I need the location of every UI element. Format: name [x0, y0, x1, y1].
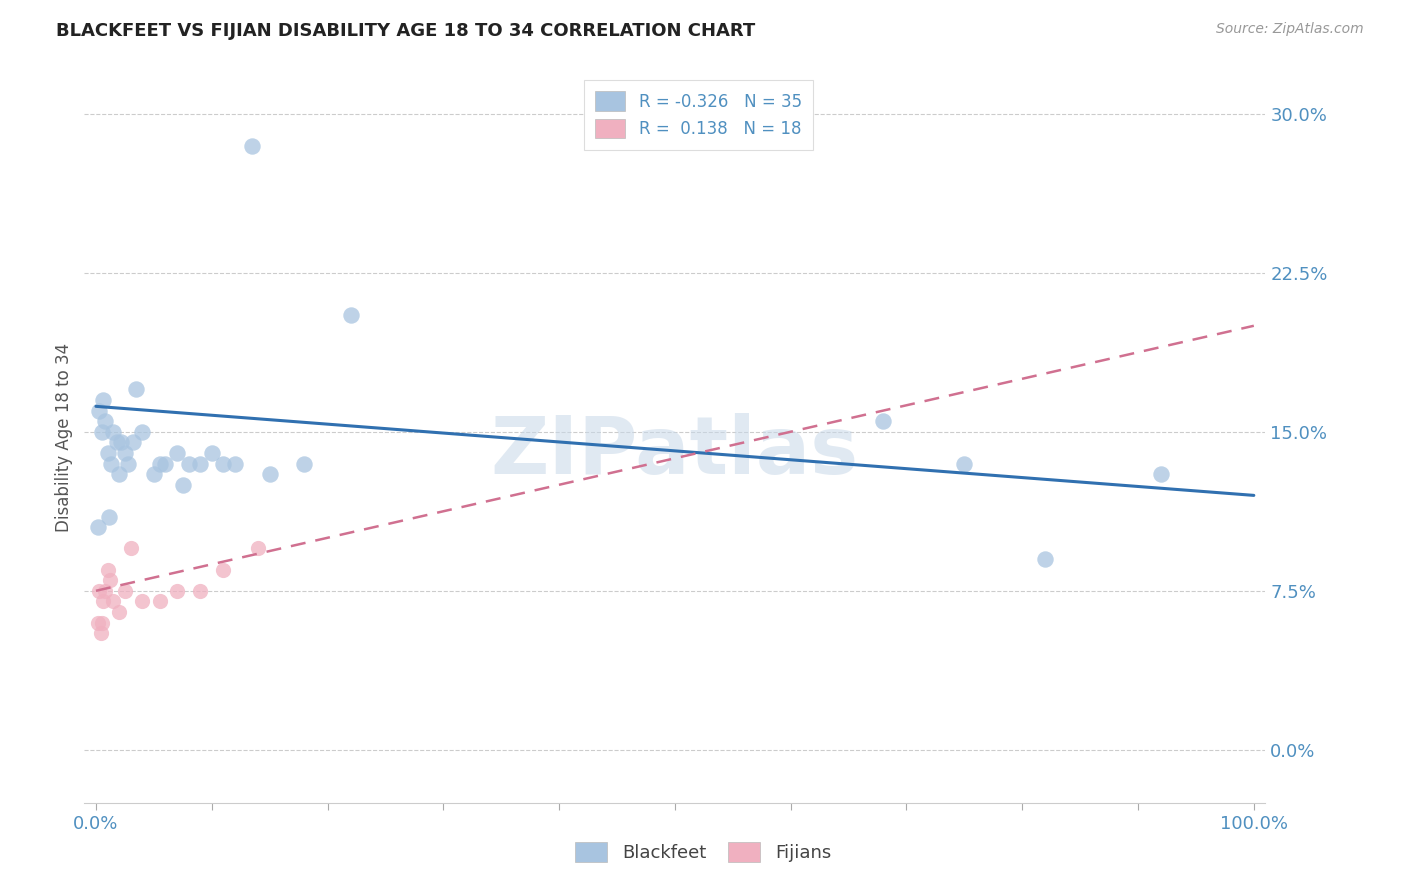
Point [96, 563, 118, 577]
Point [94, 414, 117, 428]
Point [91, 594, 114, 608]
Point [259, 467, 281, 482]
Point [103, 425, 125, 439]
Point [87, 520, 110, 534]
Point [212, 563, 235, 577]
Point [97, 509, 120, 524]
Point [142, 467, 165, 482]
Text: Source: ZipAtlas.com: Source: ZipAtlas.com [1216, 22, 1364, 37]
Point [172, 477, 194, 491]
Y-axis label: Disability Age 18 to 34: Disability Age 18 to 34 [55, 343, 73, 532]
Point [1035, 552, 1057, 566]
Point [953, 457, 976, 471]
Point [155, 457, 177, 471]
Text: BLACKFEET VS FIJIAN DISABILITY AGE 18 TO 34 CORRELATION CHART: BLACKFEET VS FIJIAN DISABILITY AGE 18 TO… [56, 22, 755, 40]
Point [166, 446, 188, 460]
Point [90, 425, 112, 439]
Point [90, 615, 112, 630]
Point [240, 138, 263, 153]
Point [212, 457, 235, 471]
Point [103, 594, 125, 608]
Point [100, 457, 122, 471]
Point [122, 435, 145, 450]
Point [91, 392, 114, 407]
Point [108, 605, 131, 619]
Point [292, 457, 315, 471]
Point [339, 308, 361, 322]
Point [247, 541, 270, 556]
Point [131, 425, 153, 439]
Point [114, 583, 136, 598]
Point [224, 457, 246, 471]
Point [177, 457, 200, 471]
Point [110, 435, 132, 450]
Point [89, 403, 111, 417]
Point [117, 457, 139, 471]
Legend: Blackfeet, Fijians: Blackfeet, Fijians [568, 834, 838, 870]
Point [108, 467, 131, 482]
Point [872, 414, 894, 428]
Point [131, 594, 153, 608]
Legend: R = -0.326   N = 35, R =  0.138   N = 18: R = -0.326 N = 35, R = 0.138 N = 18 [583, 79, 814, 150]
Text: ZIPatlas: ZIPatlas [491, 413, 859, 491]
Point [89, 583, 111, 598]
Point [90, 626, 112, 640]
Point [120, 541, 142, 556]
Point [105, 435, 128, 450]
Point [188, 457, 211, 471]
Point [1150, 467, 1173, 482]
Point [114, 446, 136, 460]
Point [125, 383, 148, 397]
Point [98, 573, 121, 587]
Point [96, 446, 118, 460]
Point [149, 594, 172, 608]
Point [201, 446, 224, 460]
Point [166, 583, 188, 598]
Point [94, 583, 117, 598]
Point [87, 615, 110, 630]
Point [188, 583, 211, 598]
Point [149, 457, 172, 471]
